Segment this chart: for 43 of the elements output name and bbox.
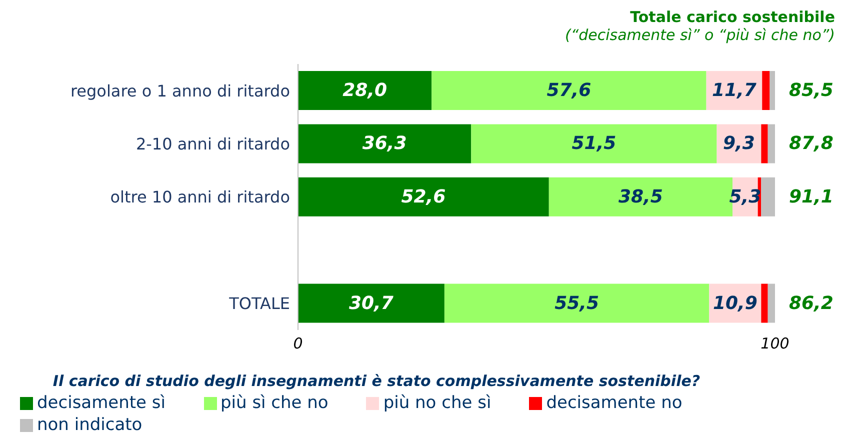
text: 86,2 (789, 292, 834, 314)
y-tick-label: regolare o 1 anno di ritardo (70, 81, 290, 100)
chart-title: Totale carico sostenibile (629, 8, 835, 26)
data-label: 57,6 (546, 80, 592, 101)
bar (298, 177, 549, 216)
x-tick-label: 0 (293, 334, 303, 353)
bar (768, 124, 775, 164)
data-label: 38,5 (618, 186, 663, 208)
bar (298, 284, 444, 323)
y-tick-label: TOTALE (228, 294, 290, 314)
x-tick-label: 100 (760, 334, 790, 353)
data-label: 9,3 (723, 133, 755, 154)
bar (761, 124, 768, 164)
data-label: 30,7 (349, 292, 394, 314)
bar (298, 124, 472, 164)
chart-subtitle: (“decisamente sì” o “più sì che no”) (564, 26, 835, 44)
y-tick-label: 2-10 anni di ritardo (136, 134, 290, 154)
bar (471, 124, 717, 164)
bar (761, 284, 768, 323)
y-tick-label: oltre 10 anni di ritardo (110, 188, 290, 207)
legend-label: più sì che no (220, 393, 328, 413)
bar (444, 284, 710, 323)
bar (770, 71, 775, 110)
data-label: 11,7 (712, 80, 757, 101)
text: 85,5 (789, 80, 834, 101)
x-axis-title: Il carico di studio degli insegnamenti è stato complessivamente sostenibile? (52, 372, 700, 390)
bar (768, 284, 775, 323)
data-label: 36,3 (362, 133, 407, 154)
legend-label: decisamente no (546, 393, 682, 413)
data-label: 55,5 (554, 292, 600, 314)
text: 91,1 (789, 186, 834, 208)
data-label: 52,6 (401, 186, 446, 208)
data-label: 28,0 (342, 80, 387, 101)
bar (298, 71, 432, 110)
bar (432, 71, 706, 110)
data-label: 10,9 (712, 292, 758, 314)
legend-label: non indicato (37, 415, 142, 435)
text: 87,8 (789, 133, 834, 154)
legend-label: più no che sì (383, 393, 492, 413)
legend-label: decisamente sì (37, 393, 166, 413)
bar (762, 71, 770, 110)
bar (761, 177, 775, 216)
data-label: 51,5 (572, 133, 616, 154)
